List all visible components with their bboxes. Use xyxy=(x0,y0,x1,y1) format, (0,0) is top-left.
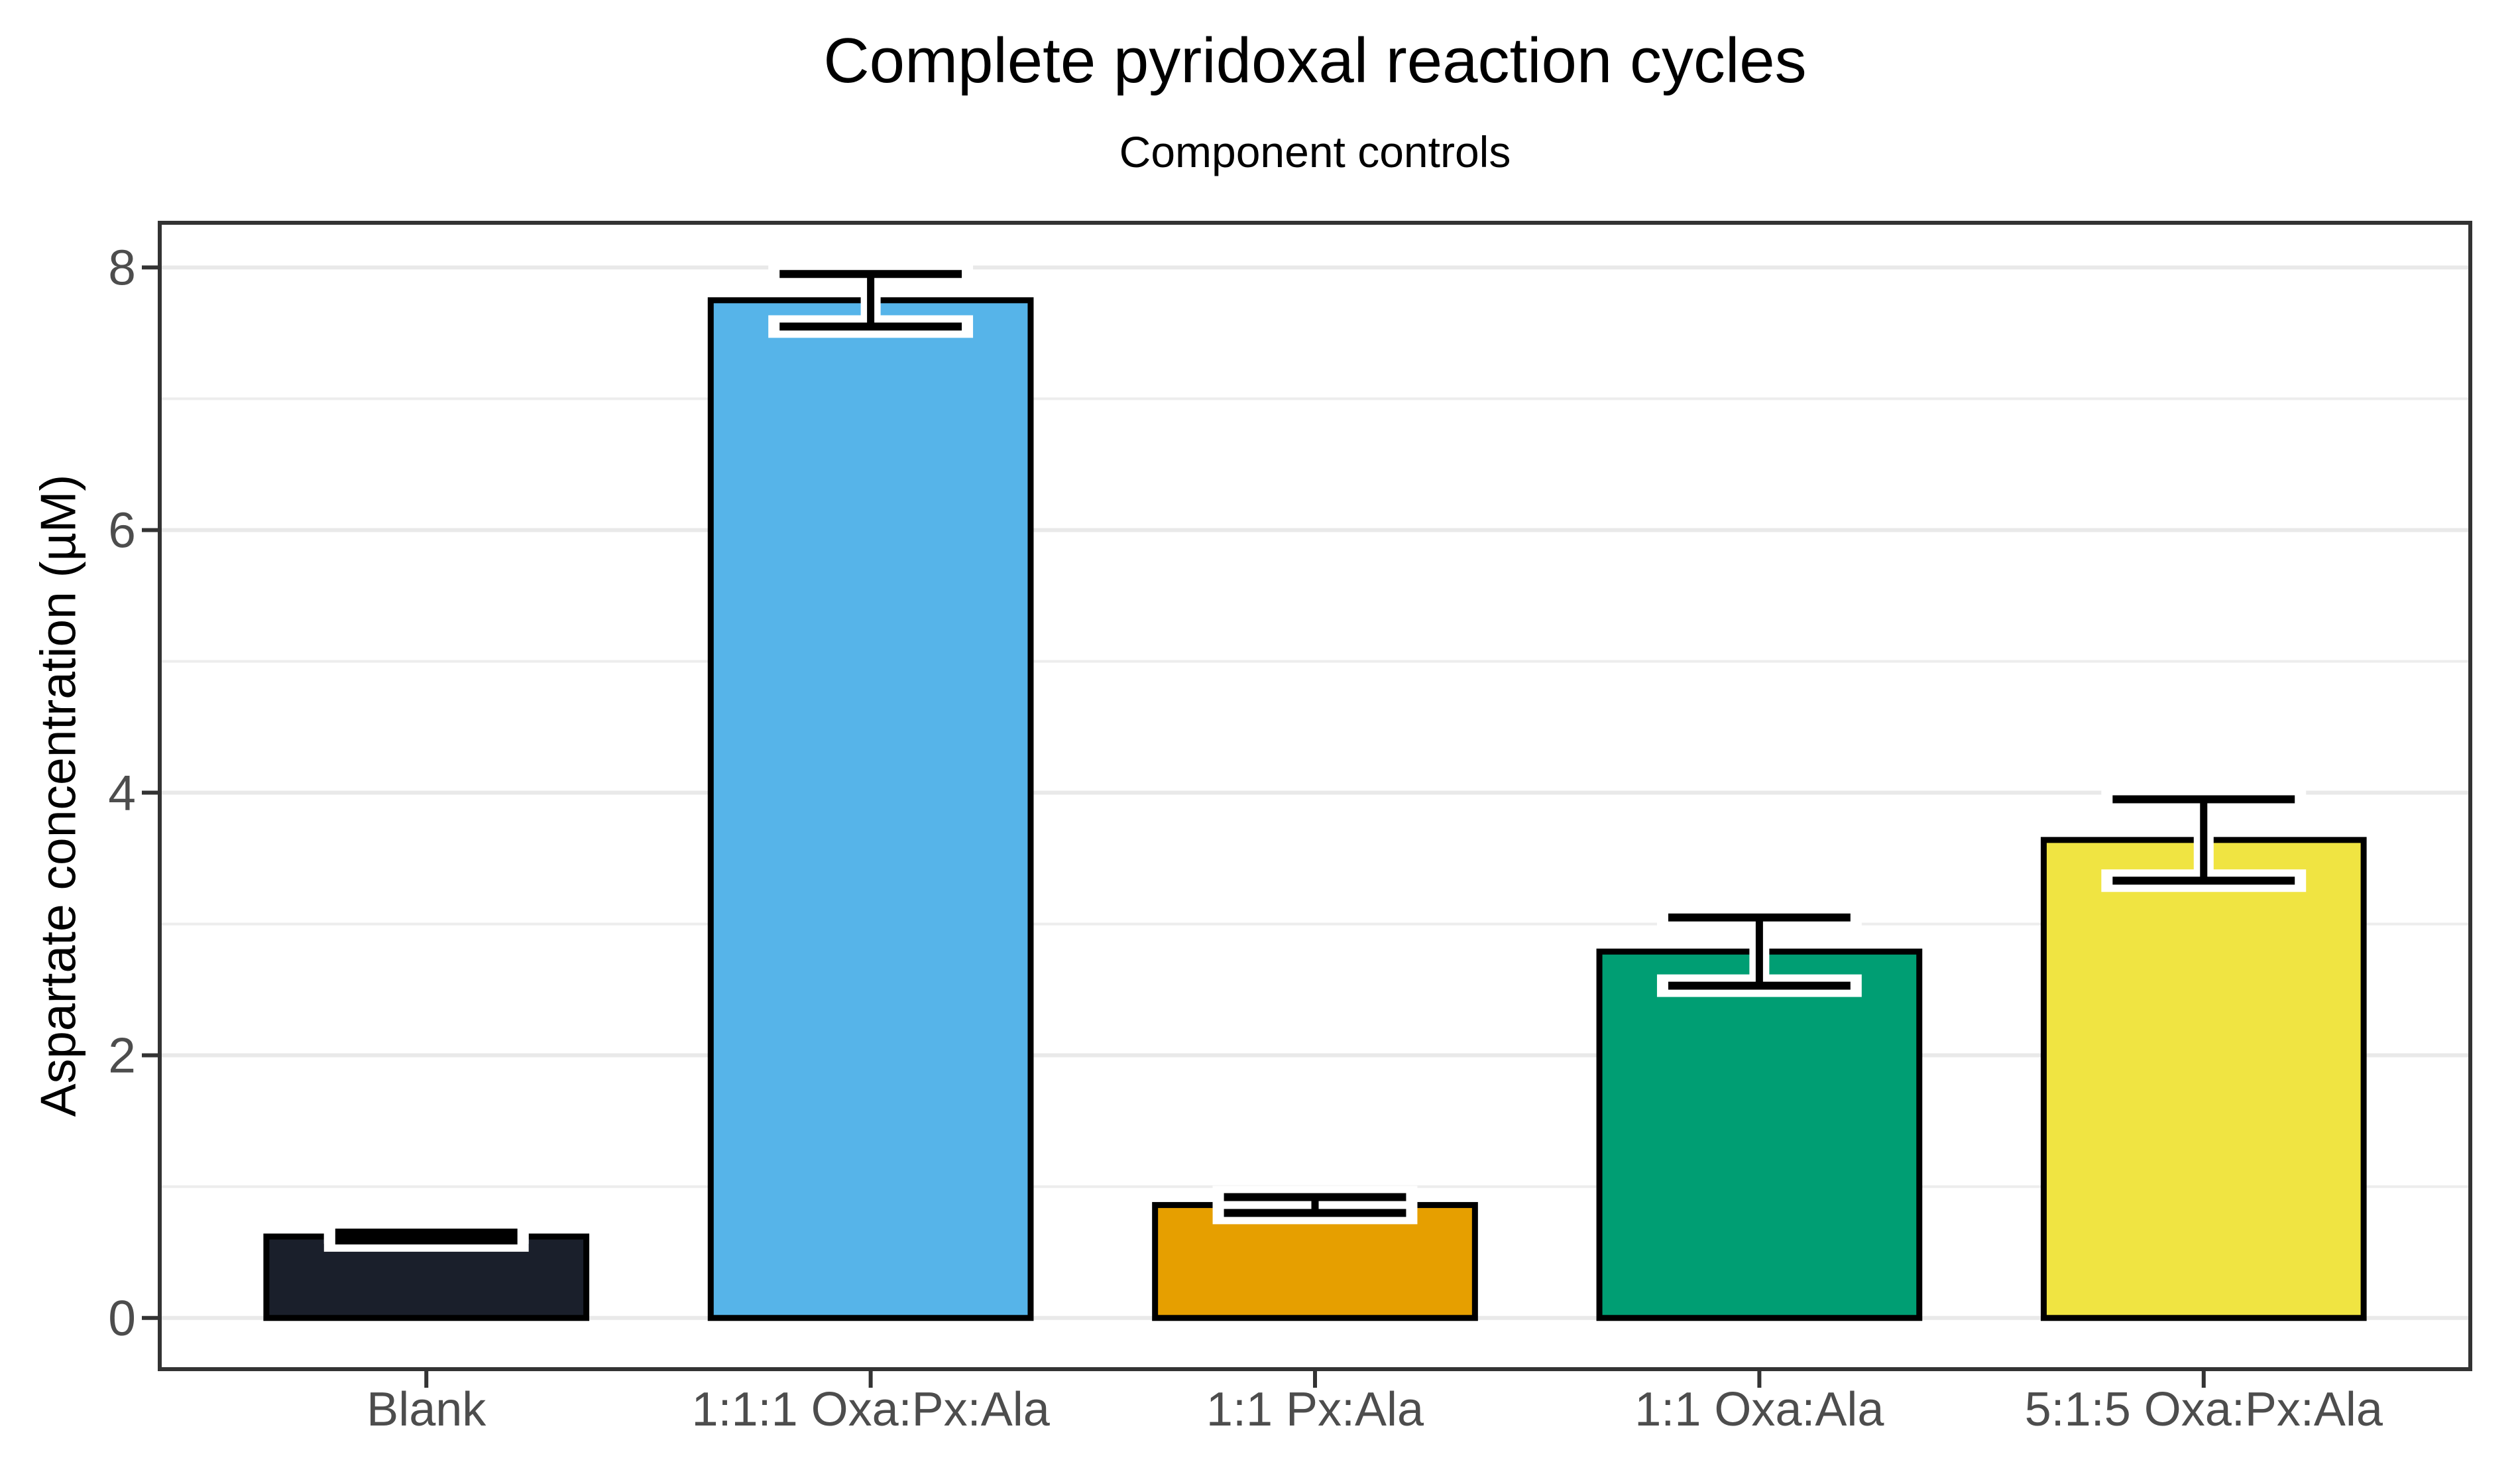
chart-title: Complete pyridoxal reaction cycles xyxy=(823,25,1807,96)
x-axis: Blank 1:1:1 Oxa:Px:Ala 1:1 Px:Ala 1:1 Oxa:A… xyxy=(367,1369,2383,1436)
y-axis: 0 2 4 6 8 xyxy=(108,239,160,1346)
bars xyxy=(263,297,2367,1321)
y-tick-label: 6 xyxy=(108,502,136,558)
category-label: Blank xyxy=(367,1383,487,1436)
y-tick-label: 0 xyxy=(108,1290,136,1346)
bar xyxy=(2040,837,2367,1321)
y-tick-label: 4 xyxy=(108,765,136,821)
error-bars xyxy=(323,263,2307,1252)
y-tick-label: 2 xyxy=(108,1028,136,1083)
bar xyxy=(707,297,1034,1321)
category-label: 1:1 Oxa:Ala xyxy=(1634,1383,1884,1436)
category-label: 1:1 Px:Ala xyxy=(1206,1383,1424,1436)
y-tick-label: 8 xyxy=(108,239,136,295)
chart-subtitle: Component controls xyxy=(1119,127,1511,176)
category-label: 5:1:5 Oxa:Px:Ala xyxy=(2025,1383,2383,1436)
category-label: 1:1:1 Oxa:Px:Ala xyxy=(691,1383,1050,1436)
bar xyxy=(1596,948,1923,1321)
